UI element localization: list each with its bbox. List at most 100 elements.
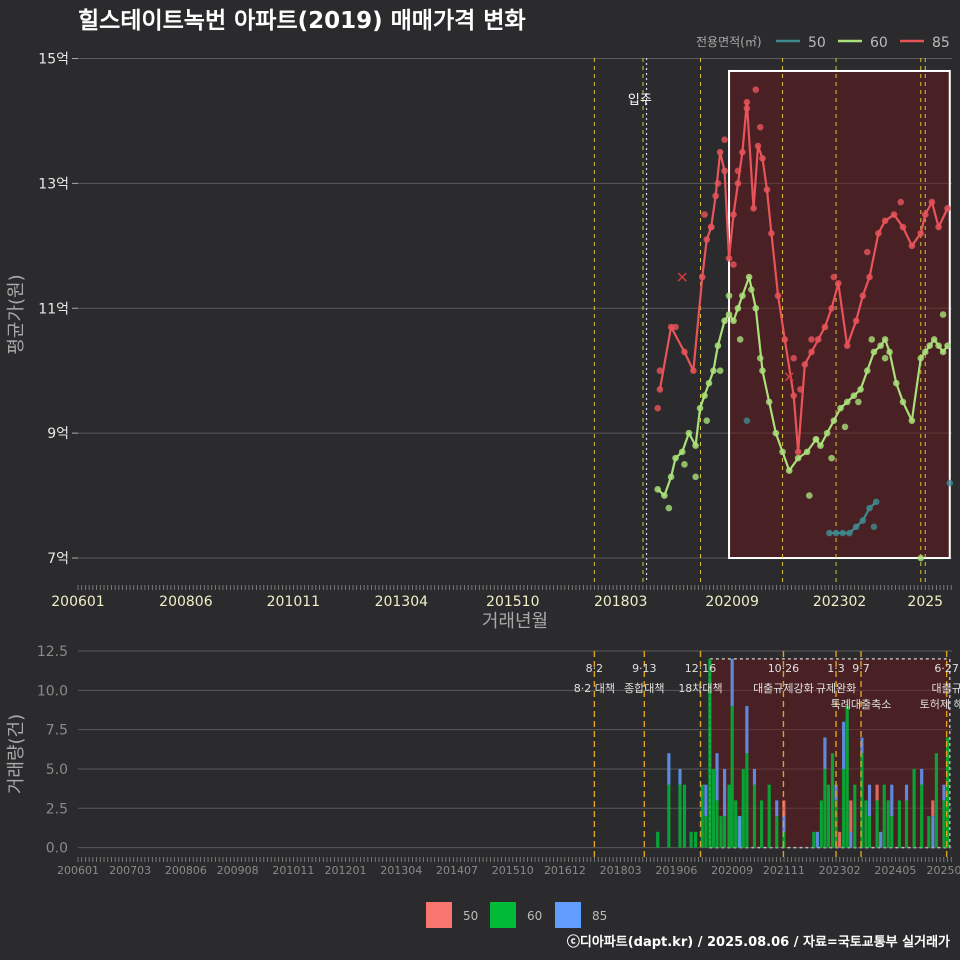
scatter-point-60: [806, 492, 813, 499]
series-point-85: [890, 211, 898, 218]
series-point-85: [716, 148, 724, 156]
series-point-85: [875, 230, 882, 237]
scatter-point-85: [721, 136, 728, 143]
x-tick-label: 201011: [267, 594, 320, 610]
series-point-85: [768, 230, 775, 237]
legend-title: 전용면적(㎡): [696, 35, 762, 49]
scatter-point-85: [701, 211, 708, 218]
volume-bar-60: [842, 768, 846, 848]
legend-box-50: [426, 902, 452, 928]
x2-tick-label: 202507: [927, 864, 960, 877]
series-point-85: [763, 186, 771, 193]
series-point-60: [759, 367, 766, 374]
series-point-85: [690, 367, 697, 374]
series-point-85: [703, 236, 711, 243]
volume-bar-50: [875, 784, 879, 801]
series-point-85: [698, 273, 706, 281]
legend-box-85: [555, 902, 581, 928]
y2-tick-label: 12.5: [37, 644, 68, 660]
volume-bar-85: [842, 721, 846, 769]
volume-bar-60: [711, 768, 716, 848]
series-point-60: [692, 442, 699, 449]
series-point-60: [725, 311, 733, 318]
series-point-60: [667, 473, 675, 481]
volume-bar-85: [775, 800, 779, 817]
x2-tick-label: 200601: [57, 864, 99, 877]
volume-bar-60: [890, 816, 894, 848]
scatter-point-60: [881, 354, 889, 362]
series-point-85: [790, 392, 797, 399]
volume-bar-60: [942, 800, 946, 848]
volume-bar-60: [678, 784, 682, 848]
volume-bar-60: [934, 753, 938, 848]
series-point-60: [939, 348, 947, 356]
outlier-mark: [784, 372, 794, 382]
volume-bar-60: [897, 800, 901, 848]
legend-box-label-60: 60: [527, 909, 542, 923]
series-point-60: [710, 367, 717, 374]
series-point-60: [785, 467, 793, 474]
volume-bar-85: [723, 768, 727, 817]
series-point-60: [843, 398, 851, 406]
x2-tick-label: 200703: [109, 864, 151, 877]
series-point-85: [917, 230, 925, 237]
series-point-85: [734, 180, 742, 187]
scatter-point-60: [841, 423, 849, 431]
policy-event-date: 6·27: [934, 662, 959, 675]
volume-bar-60: [727, 784, 731, 848]
series-point-60: [877, 342, 884, 350]
volume-bar-85: [715, 753, 719, 801]
series-point-60: [921, 348, 929, 356]
scatter-point-85: [730, 261, 737, 268]
series-point-60: [739, 292, 746, 300]
x2-tick-label: 200806: [165, 864, 207, 877]
volume-chart: 0.0 2.5 5.0 7.5 10.0 12.5 200601 200703 200806 20…: [6, 644, 960, 877]
footer-credit: ⓒ디아파트(dapt.kr) / 2025.08.06 / 자료=국토교통부 실…: [567, 934, 950, 950]
scatter-point-85: [863, 248, 871, 256]
volume-bar-60: [912, 768, 916, 848]
volume-bar-85: [815, 831, 819, 848]
volume-bar-50: [849, 800, 853, 832]
volume-bar-60: [904, 800, 909, 848]
scatter-point-60: [716, 367, 724, 374]
series-point-50: [872, 498, 880, 506]
series-point-60: [908, 417, 916, 424]
volume-bar-60: [745, 753, 749, 848]
volume-bar-60: [830, 753, 835, 848]
y2-tick-label: 0.0: [46, 841, 68, 857]
scatter-point-60: [868, 336, 876, 343]
volume-bar-60: [882, 784, 886, 848]
series-point-60: [812, 436, 820, 443]
series-point-60: [701, 392, 708, 399]
scatter-point-85: [830, 273, 838, 281]
series-point-85: [881, 217, 889, 225]
volume-bar-85: [867, 784, 872, 817]
y-tick-label: 9억: [47, 426, 69, 442]
series-point-60: [772, 429, 780, 437]
volume-bar-60: [708, 658, 712, 848]
policy-event-date: 10·26: [768, 662, 800, 675]
series-point-85: [707, 223, 715, 231]
x-tick-label: 200601: [51, 594, 104, 610]
x2-tick-label: 201510: [492, 864, 534, 877]
volume-bar-50: [782, 800, 786, 817]
volume-bar-85: [730, 658, 734, 707]
series-point-60: [817, 442, 824, 449]
series-point-85: [721, 167, 728, 175]
series-point-85: [801, 361, 809, 368]
volume-bar-85: [667, 753, 671, 785]
volume-bar-60: [927, 816, 931, 848]
y-tick-label: 7억: [47, 551, 69, 567]
series-point-60: [863, 367, 871, 374]
volume-bar-60: [767, 784, 771, 848]
series-point-60: [696, 404, 704, 412]
scatter-point-85: [756, 123, 764, 131]
series-point-60: [886, 348, 893, 356]
policy-event-date: 9·13: [632, 662, 657, 675]
scatter-point-60: [736, 336, 744, 343]
series-point-60: [721, 317, 728, 325]
series-point-60: [779, 448, 786, 456]
scatter-point-60: [855, 398, 862, 406]
series-point-50: [826, 529, 833, 537]
volume-bar-85: [904, 784, 909, 801]
